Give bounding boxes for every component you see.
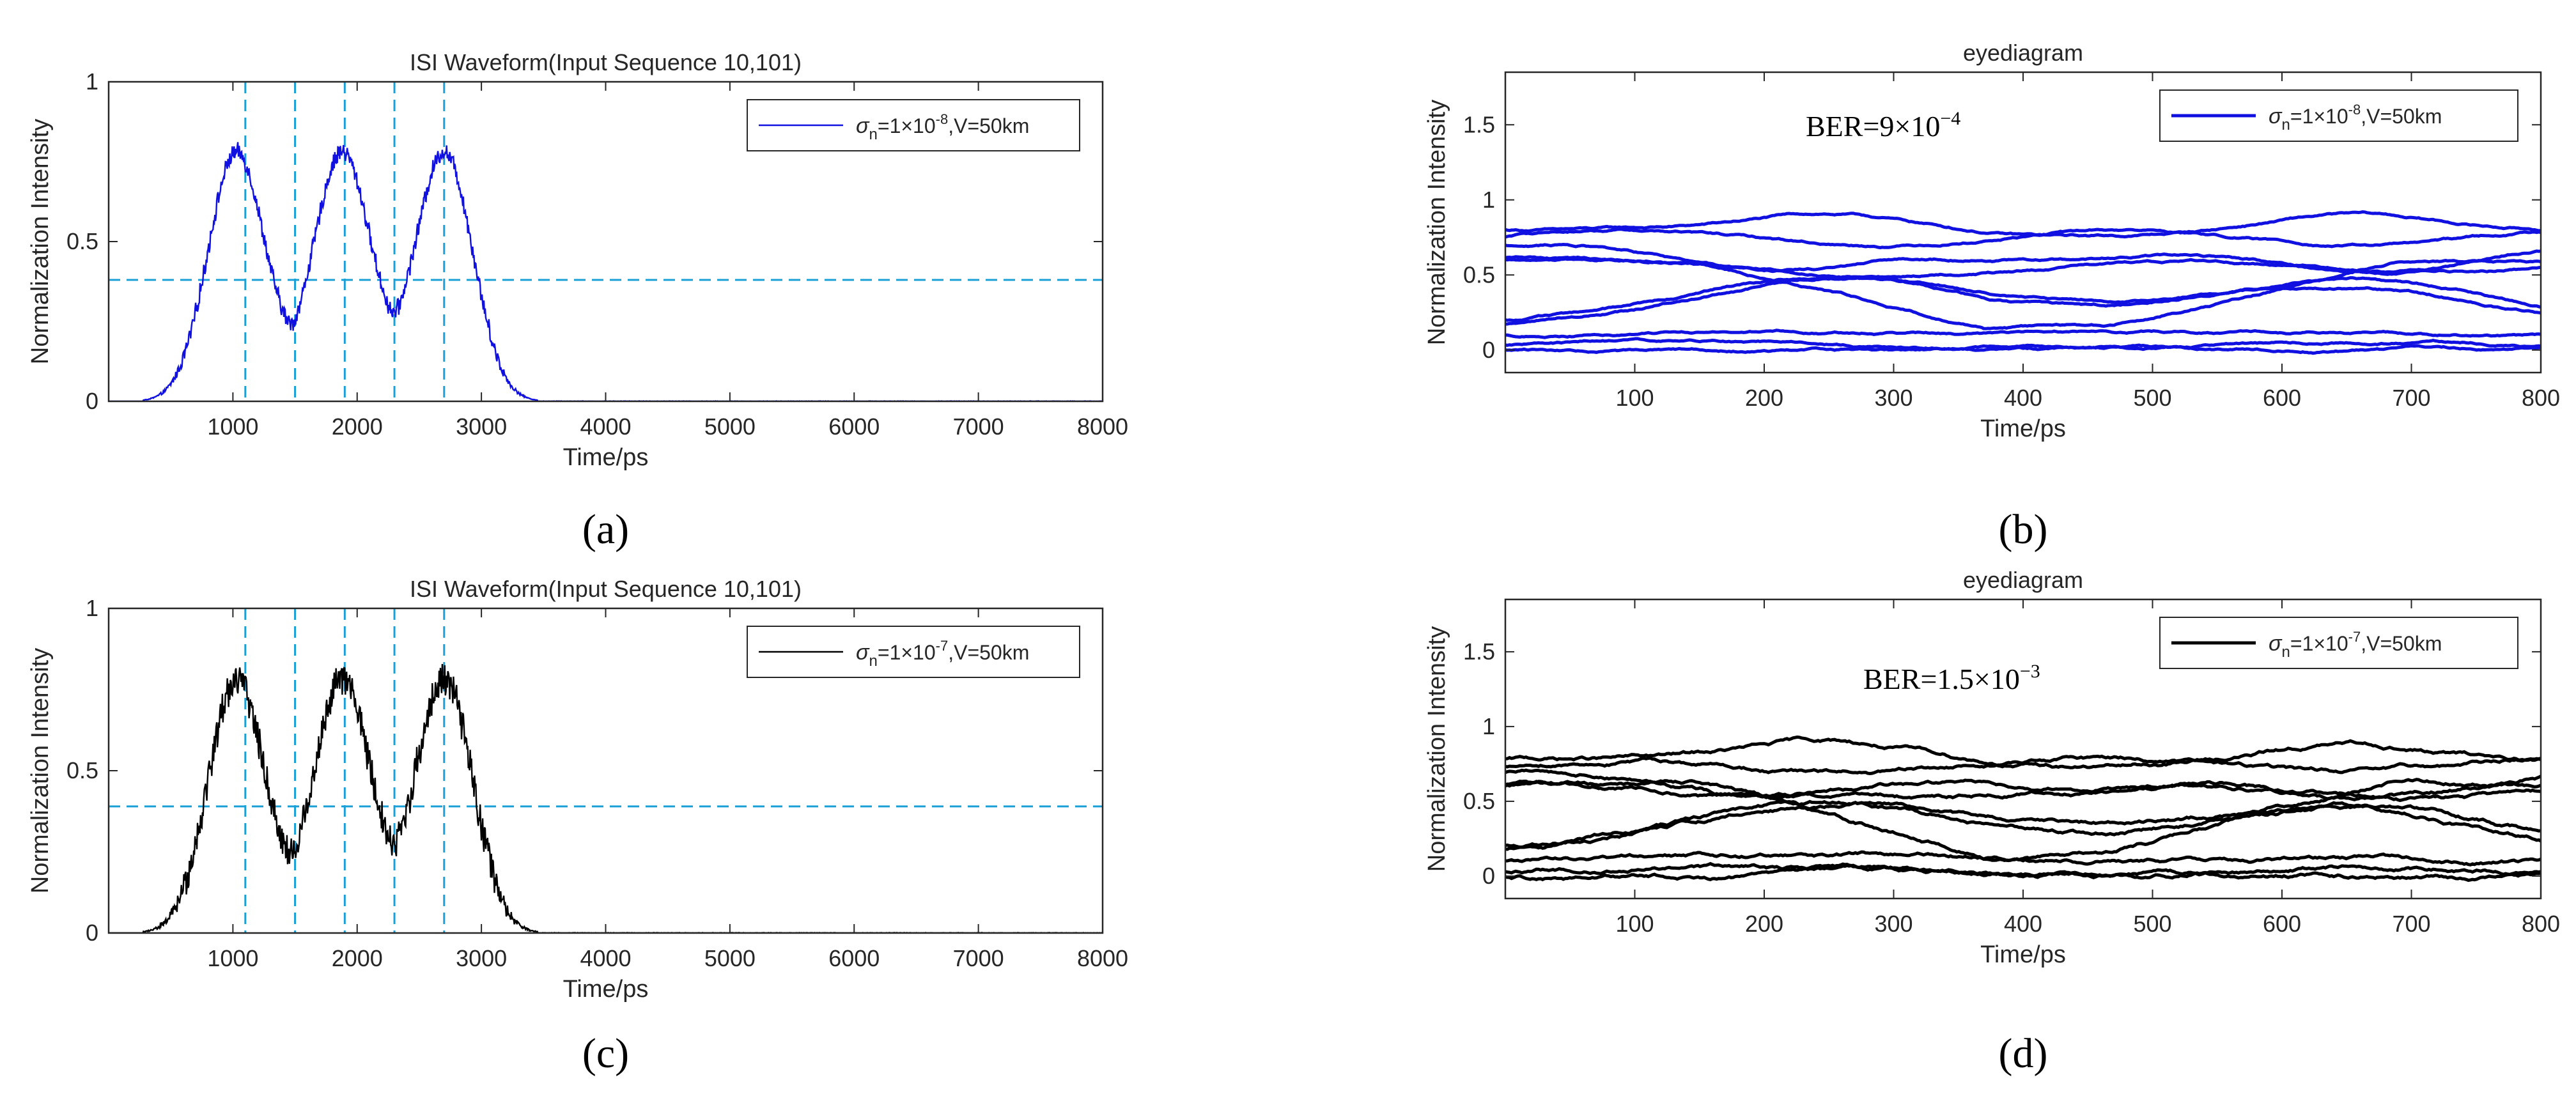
x-tick-label: 5000: [704, 945, 756, 971]
y-tick-label: 0: [1482, 863, 1495, 889]
plot-area: [1505, 735, 2541, 883]
legend-label: σn=1×10-8,V=50km: [856, 111, 1029, 143]
panel-caption: (d): [1999, 1030, 2048, 1077]
y-tick-label: 1: [86, 595, 98, 621]
eye-trace: [1505, 210, 2541, 239]
chart-panel-b: eyediagram BER=9×10−4 100 200 300 400 500 600 70…: [1424, 40, 2560, 553]
eye-trace: [1505, 778, 2541, 863]
chart-panel-c: ISI Waveform(Input Sequence 10,101) 1000 2…: [27, 576, 1128, 1077]
x-tick-label: 600: [2263, 911, 2301, 937]
legend: σn=1×10-8,V=50km: [2159, 89, 2518, 142]
x-tick-label: 400: [2004, 911, 2042, 937]
x-axis-label: Time/ps: [563, 976, 649, 1003]
x-tick-label: 800: [2522, 385, 2560, 411]
waveform-line: [109, 664, 1103, 933]
x-tick-label: 8000: [1077, 945, 1128, 971]
x-tick-label: 8000: [1077, 413, 1128, 440]
x-tick-label: 5000: [704, 413, 756, 440]
y-axis-label: Normalization Intensity: [27, 119, 54, 364]
x-tick-label: 100: [1615, 911, 1654, 937]
legend-label: σn=1×10-7,V=50km: [2269, 629, 2442, 661]
x-tick-label: 300: [1874, 385, 1913, 411]
x-tick-label: 700: [2392, 385, 2430, 411]
y-tick-label: 1.5: [1463, 638, 1495, 665]
eye-trace: [1505, 343, 2541, 355]
panel-caption: (c): [582, 1030, 629, 1077]
x-tick-label: 500: [2133, 385, 2171, 411]
eye-trace: [1505, 242, 2541, 274]
ber-annotation: BER=9×10−4: [1806, 108, 1960, 143]
x-tick-label: 7000: [953, 413, 1004, 440]
y-tick-label: 0: [1482, 337, 1495, 363]
eye-trace: [1505, 276, 2541, 323]
eye-trace: [1505, 337, 2541, 352]
x-tick-label: 800: [2522, 911, 2560, 937]
plot-area: [1505, 210, 2541, 355]
x-tick-label: 200: [1745, 385, 1783, 411]
chart-title: eyediagram: [1963, 40, 2083, 66]
y-tick-label: 1: [86, 68, 98, 95]
x-tick-label: 500: [2133, 911, 2171, 937]
ber-annotation: BER=1.5×10−3: [1863, 661, 2040, 695]
x-tick-label: 700: [2392, 911, 2430, 937]
panel-caption: (a): [582, 506, 629, 553]
legend: σn=1×10-8,V=50km: [747, 99, 1080, 151]
y-tick-label: 0.5: [66, 757, 98, 783]
x-tick-label: 1000: [207, 413, 258, 440]
legend: σn=1×10-7,V=50km: [2159, 617, 2518, 669]
x-tick-label: 4000: [580, 945, 631, 971]
y-tick-label: 1: [1482, 713, 1495, 739]
x-tick-label: 600: [2263, 385, 2301, 411]
y-axis-label: Normalization Intensity: [1424, 626, 1450, 872]
eye-trace: [1505, 328, 2541, 339]
x-tick-label: 6000: [828, 413, 880, 440]
x-tick-label: 100: [1615, 385, 1654, 411]
eye-trace: [1505, 257, 2541, 330]
x-tick-label: 2000: [332, 945, 383, 971]
eye-trace: [1505, 799, 2541, 851]
y-tick-label: 0: [86, 920, 98, 946]
x-tick-label: 3000: [456, 413, 507, 440]
chart-panel-a: ISI Waveform(Input Sequence 10,101) 1000 2…: [27, 49, 1128, 553]
eye-trace: [1505, 850, 2541, 867]
x-axis-label: Time/ps: [1980, 941, 2066, 968]
eye-trace: [1505, 276, 2541, 326]
x-axis-label: Time/ps: [1980, 415, 2066, 442]
panel-caption: (b): [1999, 506, 2048, 553]
chart-title: eyediagram: [1963, 567, 2083, 593]
x-tick-label: 200: [1745, 911, 1783, 937]
eye-trace: [1505, 228, 2541, 250]
x-tick-label: 4000: [580, 413, 631, 440]
waveform-line: [109, 142, 1103, 401]
y-tick-label: 0: [86, 388, 98, 414]
x-tick-label: 3000: [456, 945, 507, 971]
eye-trace: [1505, 861, 2541, 880]
x-tick-label: 1000: [207, 945, 258, 971]
eye-trace: [1505, 754, 2541, 776]
y-tick-label: 0.5: [1463, 261, 1495, 288]
y-axis-label: Normalization Intensity: [27, 648, 54, 893]
x-tick-label: 400: [2004, 385, 2042, 411]
chart-title: ISI Waveform(Input Sequence 10,101): [410, 576, 802, 602]
y-tick-label: 0.5: [1463, 788, 1495, 814]
x-tick-label: 6000: [828, 945, 880, 971]
eye-trace: [1505, 862, 2541, 883]
x-tick-label: 2000: [332, 413, 383, 440]
eye-trace: [1505, 779, 2541, 803]
y-axis-label: Normalization Intensity: [1424, 100, 1450, 345]
chart-panel-d: eyediagram BER=1.5×10−3 100 200 300 400 500 600…: [1424, 567, 2560, 1077]
y-tick-label: 1: [1482, 187, 1495, 213]
legend: σn=1×10-7,V=50km: [747, 626, 1080, 678]
y-tick-label: 1.5: [1463, 111, 1495, 137]
chart-title: ISI Waveform(Input Sequence 10,101): [410, 49, 802, 75]
legend-label: σn=1×10-7,V=50km: [856, 638, 1029, 670]
legend-label: σn=1×10-8,V=50km: [2269, 102, 2442, 134]
y-tick-label: 0.5: [66, 228, 98, 254]
x-axis-label: Time/ps: [563, 444, 649, 471]
x-tick-label: 7000: [953, 945, 1004, 971]
x-tick-label: 300: [1874, 911, 1913, 937]
